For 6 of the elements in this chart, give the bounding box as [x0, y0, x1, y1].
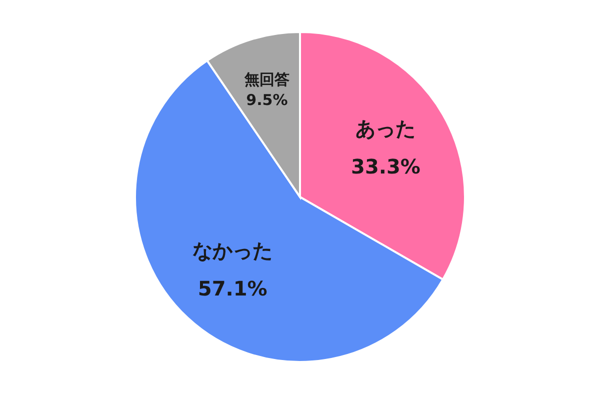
data-label: 9.5%	[246, 90, 288, 109]
data-label: 57.1%	[198, 276, 268, 301]
slice-label: 無回答	[243, 70, 290, 89]
slice-label: あった	[356, 116, 416, 140]
slice-label: なかった	[192, 238, 273, 263]
data-label: 33.3%	[351, 154, 420, 178]
